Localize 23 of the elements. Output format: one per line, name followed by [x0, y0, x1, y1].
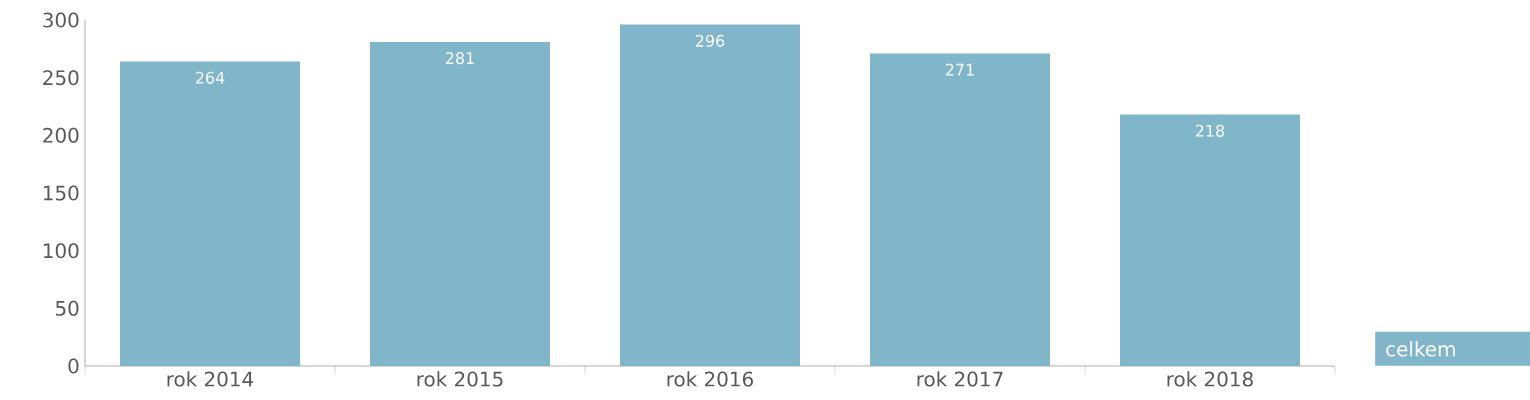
data-label: 264 [195, 71, 225, 84]
bar [370, 41, 550, 366]
x-tick-label: rok 2017 [917, 371, 1003, 387]
y-tick-label: 150 [43, 185, 79, 201]
data-label: 296 [695, 34, 725, 47]
x-tick-label: rok 2016 [667, 371, 753, 387]
y-tick-label: 50 [56, 300, 79, 316]
y-tick-label: 250 [43, 70, 79, 86]
bar [120, 61, 300, 366]
text: celkem [1386, 341, 1455, 357]
bar [869, 53, 1050, 366]
x-tick-label: rok 2015 [417, 371, 503, 387]
y-tick-label: 0 [68, 358, 79, 374]
x-tick-label: rok 2018 [1167, 371, 1253, 387]
x-tick-label: rok 2014 [167, 371, 254, 387]
y-tick-label: 200 [43, 127, 79, 143]
y-tick-label: 100 [43, 243, 79, 259]
y-tick-label: 300 [43, 12, 79, 28]
bar [1119, 114, 1300, 366]
data-label: 218 [1195, 124, 1225, 137]
bar [619, 24, 800, 366]
data-label: 271 [945, 63, 974, 76]
data-label: 281 [445, 52, 474, 65]
